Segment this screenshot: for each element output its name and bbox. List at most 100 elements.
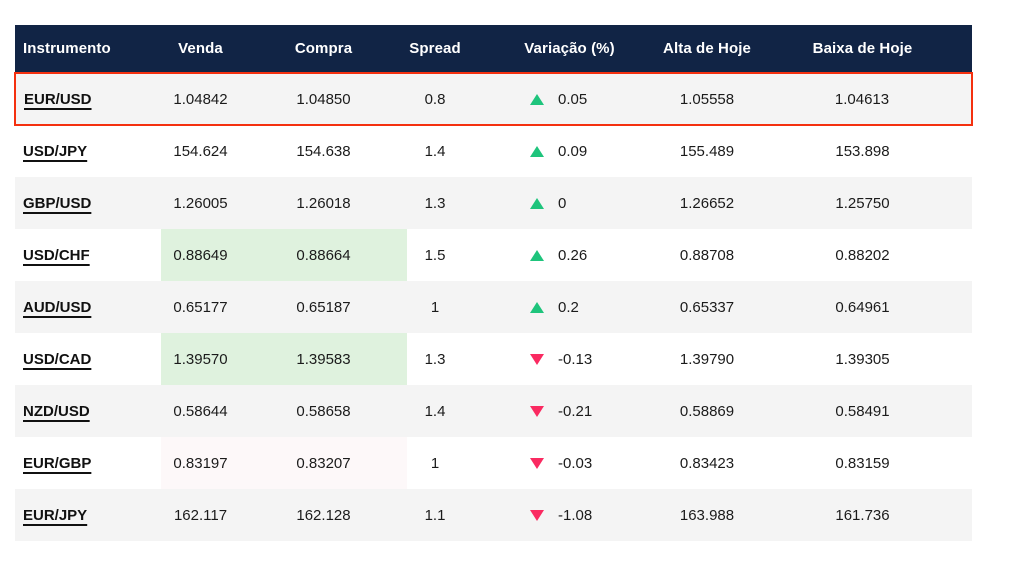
instrument-link[interactable]: USD/JPY — [23, 143, 88, 160]
triangle-up-icon — [530, 93, 544, 105]
instrument-link[interactable]: USD/CAD — [23, 350, 92, 368]
table-row[interactable]: USD/CAD 1.39570 1.39583 1.3 -0.13 1.3979… — [15, 333, 972, 385]
cell-compra: 1.26018 — [284, 177, 407, 229]
variation-value: 0 — [558, 194, 567, 212]
triangle-down-icon — [530, 457, 544, 469]
cell-baixa: 161.736 — [782, 489, 972, 541]
column-header-compra: Compra — [284, 25, 407, 73]
column-header-venda: Venda — [161, 25, 284, 73]
column-header-spread: Spread — [407, 25, 507, 73]
cell-instrument: USD/CHF — [15, 229, 161, 281]
cell-variation: -0.03 — [507, 437, 632, 489]
table-row[interactable]: EUR/GBP 0.83197 0.83207 1 -0.03 0.83423 … — [15, 437, 972, 489]
instrument-link[interactable]: USD/CHF — [23, 246, 90, 264]
cell-venda: 1.39570 — [161, 333, 284, 385]
cell-spread: 1.3 — [407, 177, 507, 229]
instrument-link[interactable]: NZD/USD — [23, 402, 90, 420]
cell-baixa: 0.83159 — [782, 437, 972, 489]
instrument-link[interactable]: EUR/GBP — [23, 454, 92, 472]
cell-variation: 0.09 — [507, 125, 632, 177]
cell-baixa: 0.64961 — [782, 281, 972, 333]
triangle-down-icon — [530, 509, 544, 521]
rates-table-body: EUR/USD 1.04842 1.04850 0.8 0.05 1.05558… — [14, 72, 973, 541]
cell-alta: 0.83423 — [632, 437, 782, 489]
cell-venda: 0.88649 — [161, 229, 284, 281]
cell-compra: 0.88664 — [284, 229, 407, 281]
variation-value: -0.21 — [558, 402, 593, 420]
cell-compra: 0.58658 — [284, 385, 407, 437]
table-row[interactable]: USD/JPY 154.624 154.638 1.4 0.09 155.489… — [15, 125, 972, 177]
cell-compra: 162.128 — [284, 489, 407, 541]
cell-variation: -1.08 — [507, 489, 632, 541]
cell-venda: 0.65177 — [161, 281, 284, 333]
cell-alta: 1.39790 — [632, 333, 782, 385]
cell-spread: 1.5 — [407, 229, 507, 281]
cell-baixa: 1.25750 — [782, 177, 972, 229]
cell-baixa: 0.88202 — [782, 229, 972, 281]
cell-baixa: 1.39305 — [782, 333, 972, 385]
cell-instrument: EUR/USD — [14, 72, 161, 126]
cell-instrument: EUR/JPY — [15, 489, 161, 541]
cell-alta: 0.58869 — [632, 385, 782, 437]
cell-variation: -0.21 — [507, 385, 632, 437]
table-row[interactable]: NZD/USD 0.58644 0.58658 1.4 -0.21 0.5886… — [15, 385, 972, 437]
triangle-up-icon — [530, 197, 544, 209]
variation-value: 0.05 — [558, 90, 588, 108]
table-row[interactable]: EUR/JPY 162.117 162.128 1.1 -1.08 163.98… — [15, 489, 972, 541]
cell-venda: 154.624 — [161, 125, 284, 177]
cell-variation: 0.26 — [507, 229, 632, 281]
column-header-baixa-de-hoje: Baixa de Hoje — [782, 25, 972, 73]
cell-venda: 1.26005 — [161, 177, 284, 229]
cell-compra: 154.638 — [284, 125, 407, 177]
column-header-alta-de-hoje: Alta de Hoje — [632, 25, 782, 73]
cell-instrument: USD/CAD — [15, 333, 161, 385]
cell-instrument: AUD/USD — [15, 281, 161, 333]
triangle-down-icon — [530, 353, 544, 365]
cell-compra: 0.83207 — [284, 437, 407, 489]
cell-instrument: GBP/USD — [15, 177, 161, 229]
cell-spread: 1.4 — [407, 385, 507, 437]
cell-alta: 1.05558 — [632, 72, 782, 126]
cell-spread: 1 — [407, 281, 507, 333]
cell-alta: 0.65337 — [632, 281, 782, 333]
forex-rates-table: Instrumento Venda Compra Spread Variação… — [14, 25, 973, 541]
cell-compra: 0.65187 — [284, 281, 407, 333]
variation-value: -0.13 — [558, 350, 593, 368]
cell-variation: 0.05 — [507, 72, 632, 126]
cell-variation: -0.13 — [507, 333, 632, 385]
instrument-link[interactable]: AUD/USD — [23, 298, 92, 316]
cell-instrument: USD/JPY — [15, 125, 161, 177]
cell-variation: 0.2 — [507, 281, 632, 333]
header-row: Instrumento Venda Compra Spread Variação… — [15, 25, 972, 73]
variation-value: 0.26 — [558, 246, 588, 264]
cell-venda: 0.83197 — [161, 437, 284, 489]
table-row[interactable]: GBP/USD 1.26005 1.26018 1.3 0 1.26652 1.… — [15, 177, 972, 229]
cell-venda: 1.04842 — [161, 72, 284, 126]
triangle-up-icon — [530, 146, 544, 157]
table-row[interactable]: USD/CHF 0.88649 0.88664 1.5 0.26 0.88708… — [15, 229, 972, 281]
cell-spread: 1 — [407, 437, 507, 489]
cell-spread: 1.3 — [407, 333, 507, 385]
variation-value: -1.08 — [558, 506, 593, 524]
variation-value: 0.09 — [558, 143, 588, 160]
cell-compra: 1.04850 — [284, 72, 407, 126]
cell-alta: 0.88708 — [632, 229, 782, 281]
instrument-link[interactable]: EUR/JPY — [23, 506, 88, 524]
table-row[interactable]: AUD/USD 0.65177 0.65187 1 0.2 0.65337 0.… — [15, 281, 972, 333]
cell-compra: 1.39583 — [284, 333, 407, 385]
cell-alta: 155.489 — [632, 125, 782, 177]
instrument-link[interactable]: EUR/USD — [24, 90, 92, 108]
cell-alta: 163.988 — [632, 489, 782, 541]
cell-venda: 0.58644 — [161, 385, 284, 437]
column-header-instrumento: Instrumento — [15, 25, 161, 73]
cell-baixa: 1.04613 — [782, 72, 973, 126]
variation-value: -0.03 — [558, 454, 593, 472]
cell-spread: 1.1 — [407, 489, 507, 541]
instrument-link[interactable]: GBP/USD — [23, 194, 92, 212]
table-row-selected[interactable]: EUR/USD 1.04842 1.04850 0.8 0.05 1.05558… — [14, 72, 973, 126]
cell-instrument: EUR/GBP — [15, 437, 161, 489]
table-header: Instrumento Venda Compra Spread Variação… — [15, 25, 972, 73]
variation-value: 0.2 — [558, 298, 579, 316]
triangle-up-icon — [530, 249, 544, 261]
